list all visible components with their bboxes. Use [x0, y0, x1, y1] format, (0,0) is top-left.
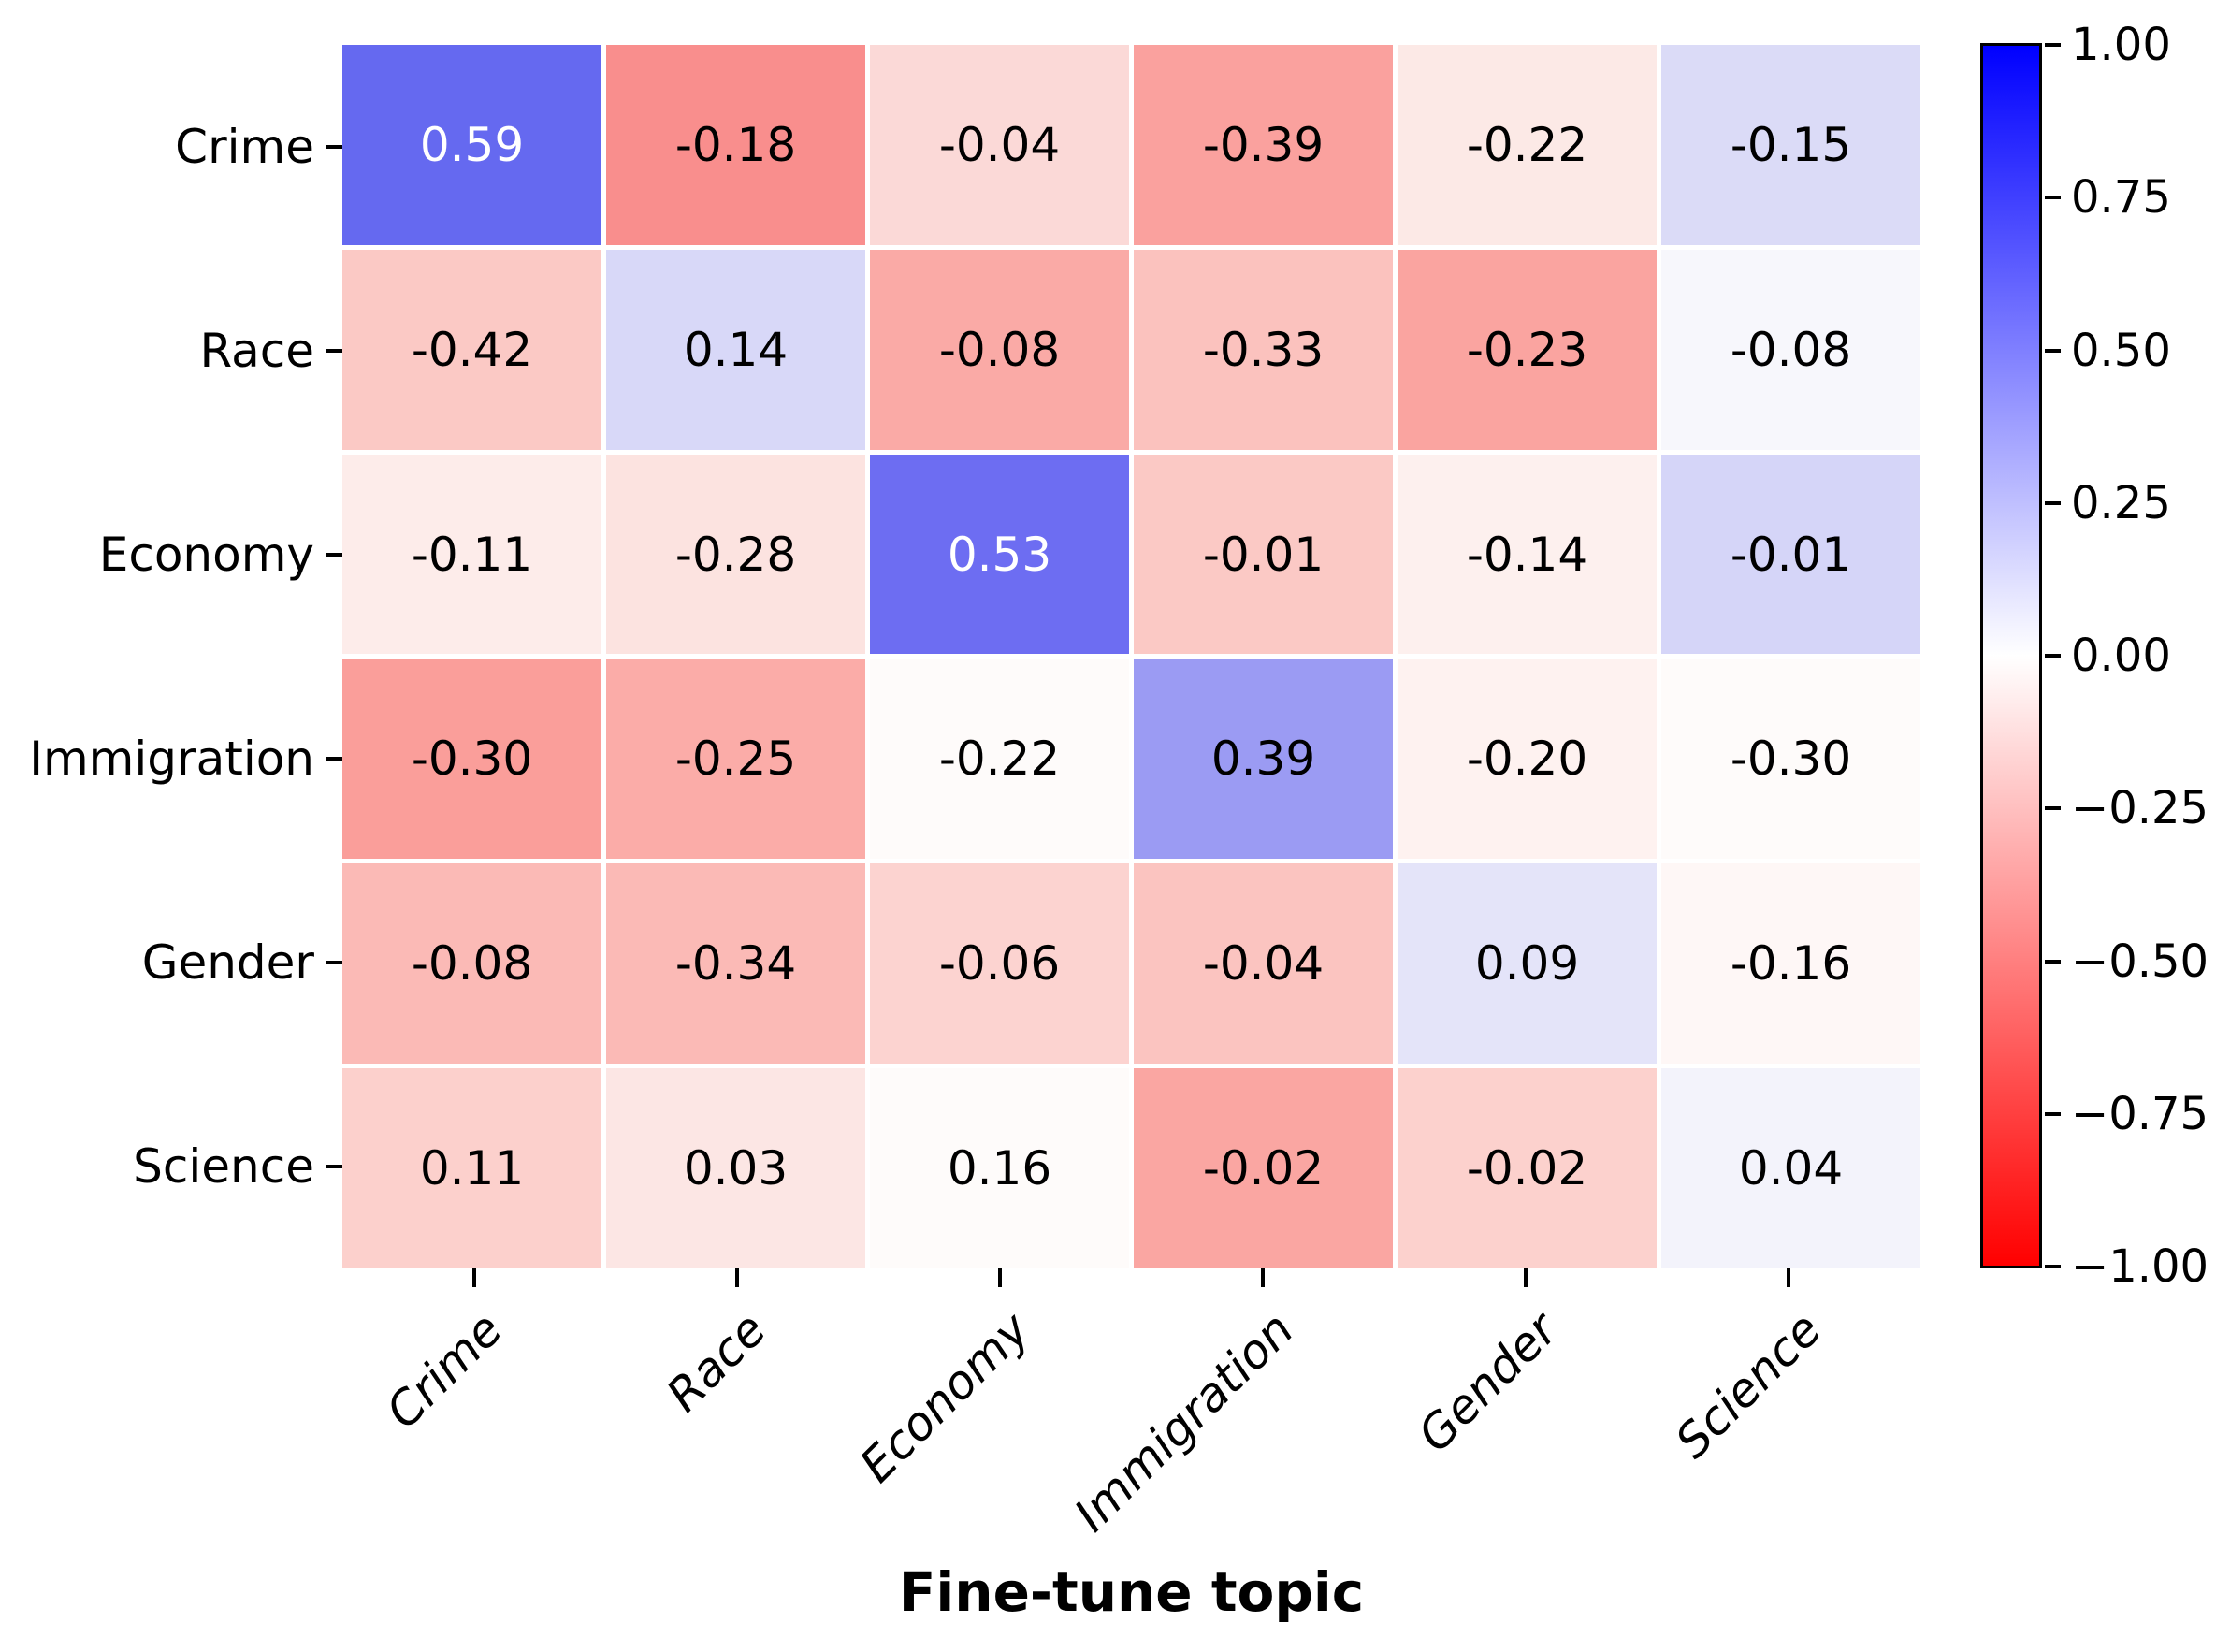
y-tick-label: Science	[133, 1139, 314, 1194]
heatmap-cell-science-economy: 0.16	[870, 1068, 1129, 1268]
heatmap-cell-science-race: 0.03	[606, 1068, 865, 1268]
x-tick-mark	[1787, 1268, 1791, 1287]
colorbar-tick-label: −1.00	[2071, 1240, 2209, 1293]
x-tick-mark	[1261, 1268, 1266, 1287]
heatmap-cell-race-science: -0.08	[1661, 249, 1920, 450]
heatmap-cell-immigration-crime: -0.30	[342, 659, 601, 860]
colorbar-tick-label: 0.00	[2071, 630, 2171, 682]
heatmap-cell-immigration-science: -0.30	[1661, 659, 1920, 860]
x-tick-label-crime: Crime	[375, 1302, 513, 1440]
y-tick-immigration: Immigration	[0, 657, 342, 861]
x-tick-crime	[342, 1268, 605, 1291]
x-tick-mark	[471, 1268, 476, 1287]
colorbar-tick-label: 0.50	[2071, 324, 2171, 377]
heatmap-cell-science-gender: -0.02	[1398, 1068, 1657, 1268]
heatmap-cell-race-economy: -0.08	[870, 249, 1129, 450]
y-tick-label: Gender	[141, 935, 314, 990]
colorbar-tick-mark	[2045, 654, 2061, 658]
colorbar-tick-mark	[2045, 348, 2061, 353]
heatmap-cell-race-gender: -0.23	[1398, 249, 1657, 450]
heatmap-cell-crime-crime: 0.59	[342, 45, 601, 245]
colorbar-tick-mark	[2045, 959, 2061, 964]
heatmap-cell-economy-race: -0.28	[606, 454, 865, 655]
colorbar-tick-label: −0.50	[2071, 935, 2209, 988]
heatmap-cell-crime-economy: -0.04	[870, 45, 1129, 245]
heatmap-cell-immigration-gender: -0.20	[1398, 659, 1657, 860]
heatmap-cell-economy-gender: -0.14	[1398, 454, 1657, 655]
heatmap-cell-economy-immigration: -0.01	[1134, 454, 1393, 655]
heatmap-cell-immigration-immigration: 0.39	[1134, 659, 1393, 860]
colorbar-tick-mark	[2045, 1265, 2061, 1268]
colorbar-tick-label: 0.25	[2071, 476, 2171, 529]
heatmap-cell-gender-race: -0.34	[606, 863, 865, 1065]
heatmap-cell-economy-science: -0.01	[1661, 454, 1920, 655]
heatmap-cell-gender-gender: 0.09	[1398, 863, 1657, 1065]
heatmap-cell-gender-economy: -0.06	[870, 863, 1129, 1065]
y-tick-crime: Crime	[0, 45, 342, 249]
heatmap-cell-race-immigration: -0.33	[1134, 249, 1393, 450]
x-tick-race	[605, 1268, 868, 1291]
colorbar-tick-mark	[2045, 43, 2061, 47]
colorbar-tick-label: 0.75	[2071, 171, 2171, 225]
y-tick-mark	[326, 757, 342, 761]
x-tick-label-gender: Gender	[1407, 1302, 1568, 1463]
heatmap-cell-gender-science: -0.16	[1661, 863, 1920, 1065]
heatmap-cell-crime-immigration: -0.39	[1134, 45, 1393, 245]
heatmap-cell-science-immigration: -0.02	[1134, 1068, 1393, 1268]
heatmap-cell-science-crime: 0.11	[342, 1068, 601, 1268]
colorbar-tick-label: 1.00	[2071, 19, 2171, 71]
y-tick-mark	[326, 145, 342, 149]
x-tick-label-science: Science	[1664, 1302, 1832, 1470]
heatmap-cell-crime-race: -0.18	[606, 45, 865, 245]
heatmap-cell-race-race: 0.14	[606, 249, 865, 450]
colorbar-tick-label: −0.75	[2071, 1087, 2209, 1140]
x-tick-mark	[997, 1268, 1002, 1287]
y-tick-science: Science	[0, 1065, 342, 1268]
colorbar-tick-mark	[2045, 806, 2061, 811]
y-tick-label: Economy	[98, 528, 314, 582]
x-tick-mark	[1524, 1268, 1528, 1287]
x-tick-gender	[1395, 1268, 1658, 1291]
heatmap-cell-gender-immigration: -0.04	[1134, 863, 1393, 1065]
colorbar-tick-mark	[2045, 1111, 2061, 1116]
y-tick-label: Race	[199, 324, 314, 378]
x-tick-label-economy: Economy	[848, 1302, 1040, 1493]
y-tick-race: Race	[0, 249, 342, 453]
y-tick-label: Crime	[175, 120, 314, 174]
x-tick-economy	[868, 1268, 1131, 1291]
x-tick-immigration	[1132, 1268, 1395, 1291]
y-tick-mark	[326, 553, 342, 557]
heatmap-cell-crime-gender: -0.22	[1398, 45, 1657, 245]
colorbar-tick-label: −0.25	[2071, 782, 2209, 835]
x-tick-science	[1658, 1268, 1920, 1291]
heatmap-cell-economy-economy: 0.53	[870, 454, 1129, 655]
heatmap-cell-race-crime: -0.42	[342, 249, 601, 450]
heatmap-cell-immigration-economy: -0.22	[870, 659, 1129, 860]
heatmap-grid: 0.59 -0.18 -0.04 -0.39 -0.22 -0.15 -0.42 0.14 -0…	[342, 45, 1920, 1268]
y-tick-mark	[326, 349, 342, 353]
colorbar	[1980, 43, 2042, 1268]
heatmap-cell-crime-science: -0.15	[1661, 45, 1920, 245]
x-axis-title: Fine-tune topic	[898, 1560, 1365, 1624]
x-tick-label-immigration: Immigration	[1063, 1302, 1304, 1543]
x-tick-label-race: Race	[656, 1302, 776, 1423]
heatmap-cell-immigration-race: -0.25	[606, 659, 865, 860]
y-tick-economy: Economy	[0, 453, 342, 657]
heatmap-cell-economy-crime: -0.11	[342, 454, 601, 655]
y-axis: Crime Race Economy Immigration Gender Science	[0, 45, 342, 1268]
x-tick-mark	[734, 1268, 739, 1287]
y-tick-gender: Gender	[0, 861, 342, 1065]
y-tick-mark	[326, 961, 342, 964]
heatmap-cell-science-science: 0.04	[1661, 1068, 1920, 1268]
y-tick-label: Immigration	[29, 732, 314, 786]
x-axis-ticks	[342, 1268, 1920, 1291]
colorbar-tick-mark	[2045, 500, 2061, 505]
heatmap-cell-gender-crime: -0.08	[342, 863, 601, 1065]
y-tick-mark	[326, 1165, 342, 1168]
colorbar-tick-mark	[2045, 196, 2061, 200]
